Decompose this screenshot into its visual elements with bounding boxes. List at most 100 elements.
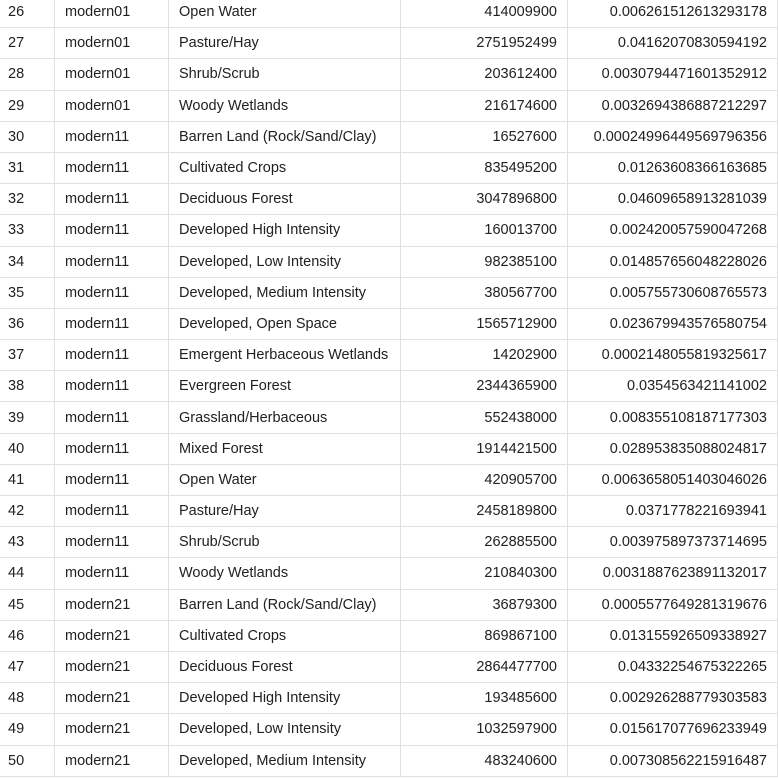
row-index-cell[interactable]: 45 <box>0 589 55 620</box>
period-cell[interactable]: modern01 <box>55 28 169 59</box>
row-index-cell[interactable]: 29 <box>0 90 55 121</box>
land-class-cell[interactable]: Cultivated Crops <box>169 152 401 184</box>
period-cell[interactable]: modern11 <box>55 371 169 402</box>
period-cell[interactable]: modern11 <box>55 340 169 371</box>
row-index-cell[interactable]: 46 <box>0 620 55 651</box>
area-cell[interactable]: 203612400 <box>401 59 568 90</box>
period-cell[interactable]: modern21 <box>55 620 169 651</box>
table-row[interactable]: 49 modern21 Developed, Low Intensity 103259… <box>0 714 778 746</box>
row-index-cell[interactable]: 49 <box>0 714 55 745</box>
area-cell[interactable]: 420905700 <box>401 464 568 495</box>
fraction-cell[interactable]: 0.003975897373714695 <box>568 527 778 558</box>
table-row[interactable]: 31 modern11 Cultivated Crops 835495200 0.012… <box>0 152 778 185</box>
row-index-cell[interactable]: 26 <box>0 0 55 28</box>
land-class-cell[interactable]: Developed, Medium Intensity <box>169 745 401 776</box>
fraction-cell[interactable]: 0.013155926509338927 <box>568 620 778 651</box>
land-class-cell[interactable]: Woody Wetlands <box>169 558 401 589</box>
area-cell[interactable]: 14202900 <box>401 340 568 371</box>
land-class-cell[interactable]: Woody Wetlands <box>169 90 401 121</box>
land-class-cell[interactable]: Mixed Forest <box>169 433 401 464</box>
fraction-cell[interactable]: 0.04609658913281039 <box>568 184 778 215</box>
area-cell[interactable]: 160013700 <box>401 215 568 246</box>
land-class-cell[interactable]: Barren Land (Rock/Sand/Clay) <box>169 121 401 152</box>
row-index-cell[interactable]: 39 <box>0 402 55 433</box>
table-row[interactable]: 36 modern11 Developed, Open Space 156571290… <box>0 308 778 341</box>
row-index-cell[interactable]: 44 <box>0 558 55 589</box>
area-cell[interactable]: 380567700 <box>401 277 568 308</box>
land-class-cell[interactable]: Developed, Low Intensity <box>169 714 401 745</box>
row-index-cell[interactable]: 40 <box>0 433 55 464</box>
fraction-cell[interactable]: 0.0005577649281319676 <box>568 589 778 620</box>
fraction-cell[interactable]: 0.00024996449569796356 <box>568 121 778 152</box>
table-row[interactable]: 43 modern11 Shrub/Scrub 262885500 0.00397589… <box>0 527 778 559</box>
area-cell[interactable]: 2458189800 <box>401 496 568 527</box>
period-cell[interactable]: modern11 <box>55 184 169 215</box>
period-cell[interactable]: modern21 <box>55 714 169 745</box>
land-class-cell[interactable]: Grassland/Herbaceous <box>169 402 401 433</box>
row-index-cell[interactable]: 42 <box>0 496 55 527</box>
land-class-cell[interactable]: Deciduous Forest <box>169 184 401 215</box>
fraction-cell[interactable]: 0.006261512613293178 <box>568 0 778 28</box>
area-cell[interactable]: 1914421500 <box>401 433 568 464</box>
fraction-cell[interactable]: 0.023679943576580754 <box>568 308 778 340</box>
table-row[interactable]: 39 modern11 Grassland/Herbaceous 552438000 0… <box>0 402 778 434</box>
period-cell[interactable]: modern11 <box>55 402 169 433</box>
fraction-cell[interactable]: 0.01263608366163685 <box>568 152 778 184</box>
fraction-cell[interactable]: 0.007308562215916487 <box>568 745 778 776</box>
fraction-cell[interactable]: 0.002926288779303583 <box>568 683 778 714</box>
land-class-cell[interactable]: Open Water <box>169 464 401 495</box>
fraction-cell[interactable]: 0.005755730608765573 <box>568 277 778 308</box>
period-cell[interactable]: modern01 <box>55 0 169 28</box>
row-index-cell[interactable]: 47 <box>0 651 55 683</box>
fraction-cell[interactable]: 0.002420057590047268 <box>568 215 778 246</box>
fraction-cell[interactable]: 0.028953835088024817 <box>568 433 778 464</box>
land-class-cell[interactable]: Emergent Herbaceous Wetlands <box>169 340 401 371</box>
fraction-cell[interactable]: 0.014857656048228026 <box>568 246 778 277</box>
row-index-cell[interactable]: 37 <box>0 340 55 371</box>
land-class-cell[interactable]: Deciduous Forest <box>169 651 401 683</box>
table-row[interactable]: 37 modern11 Emergent Herbaceous Wetlands 14… <box>0 340 778 372</box>
area-cell[interactable]: 193485600 <box>401 683 568 714</box>
row-index-cell[interactable]: 30 <box>0 121 55 152</box>
fraction-cell[interactable]: 0.0354563421141002 <box>568 371 778 402</box>
fraction-cell[interactable]: 0.0002148055819325617 <box>568 340 778 371</box>
row-index-cell[interactable]: 32 <box>0 184 55 215</box>
table-row[interactable]: 32 modern11 Deciduous Forest 3047896800 0.04… <box>0 184 778 216</box>
area-cell[interactable]: 2751952499 <box>401 28 568 59</box>
table-row[interactable]: 38 modern11 Evergreen Forest 2344365900 0.03… <box>0 371 778 403</box>
period-cell[interactable]: modern11 <box>55 246 169 277</box>
land-class-cell[interactable]: Evergreen Forest <box>169 371 401 402</box>
fraction-cell[interactable]: 0.015617077696233949 <box>568 714 778 745</box>
table-row[interactable]: 42 modern11 Pasture/Hay 2458189800 0.0371778… <box>0 496 778 528</box>
fraction-cell[interactable]: 0.0031887623891132017 <box>568 558 778 589</box>
land-class-cell[interactable]: Developed, Low Intensity <box>169 246 401 277</box>
fraction-cell[interactable]: 0.04332254675322265 <box>568 651 778 683</box>
period-cell[interactable]: modern11 <box>55 496 169 527</box>
area-cell[interactable]: 1565712900 <box>401 308 568 340</box>
table-row[interactable]: 30 modern11 Barren Land (Rock/Sand/Clay) 16… <box>0 121 778 153</box>
row-index-cell[interactable]: 35 <box>0 277 55 308</box>
period-cell[interactable]: modern11 <box>55 152 169 184</box>
period-cell[interactable]: modern11 <box>55 215 169 246</box>
period-cell[interactable]: modern21 <box>55 589 169 620</box>
area-cell[interactable]: 414009900 <box>401 0 568 28</box>
area-cell[interactable]: 36879300 <box>401 589 568 620</box>
table-row[interactable]: 46 modern21 Cultivated Crops 869867100 0.013… <box>0 620 778 652</box>
period-cell[interactable]: modern11 <box>55 277 169 308</box>
land-class-cell[interactable]: Developed High Intensity <box>169 683 401 714</box>
table-row[interactable]: 33 modern11 Developed High Intensity 160013… <box>0 215 778 247</box>
period-cell[interactable]: modern11 <box>55 558 169 589</box>
row-index-cell[interactable]: 33 <box>0 215 55 246</box>
fraction-cell[interactable]: 0.0032694386887212297 <box>568 90 778 121</box>
table-row[interactable]: 47 modern21 Deciduous Forest 2864477700 0.04… <box>0 651 778 684</box>
period-cell[interactable]: modern01 <box>55 59 169 90</box>
land-class-cell[interactable]: Developed, Medium Intensity <box>169 277 401 308</box>
fraction-cell[interactable]: 0.04162070830594192 <box>568 28 778 59</box>
area-cell[interactable]: 2864477700 <box>401 651 568 683</box>
period-cell[interactable]: modern11 <box>55 464 169 495</box>
fraction-cell[interactable]: 0.008355108187177303 <box>568 402 778 433</box>
table-row[interactable]: 26 modern01 Open Water 414009900 0.006261512… <box>0 0 778 29</box>
table-row[interactable]: 40 modern11 Mixed Forest 1914421500 0.028953… <box>0 433 778 465</box>
land-class-cell[interactable]: Developed High Intensity <box>169 215 401 246</box>
land-class-cell[interactable]: Barren Land (Rock/Sand/Clay) <box>169 589 401 620</box>
